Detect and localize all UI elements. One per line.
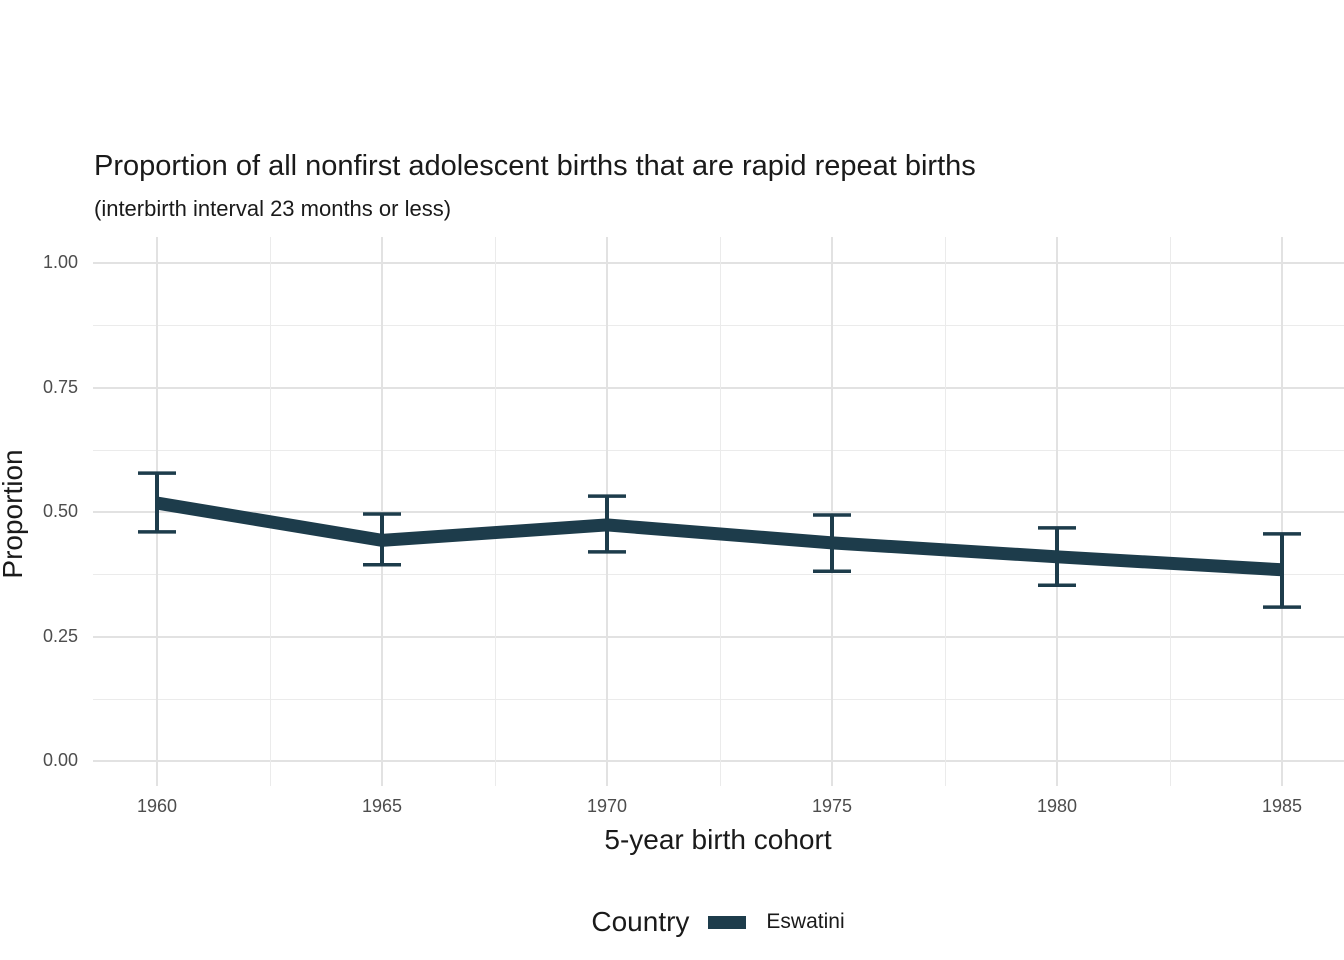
gridline-x-minor — [1170, 237, 1171, 786]
gridline-y-major — [93, 635, 1344, 638]
x-axis-title: 5-year birth cohort — [604, 824, 832, 855]
gridline-y-minor — [93, 325, 1344, 326]
gridline-y-minor — [93, 699, 1344, 700]
gridline-x-minor — [945, 237, 946, 786]
x-tick-label: 1960 — [136, 796, 178, 816]
x-tick-label: 1980 — [1036, 796, 1078, 816]
x-tick-label: 1965 — [361, 796, 403, 816]
gridline-x-minor — [720, 237, 721, 786]
plot-data-layer — [138, 471, 1301, 609]
gridline-x-minor — [270, 237, 271, 786]
gridline-y-major — [93, 386, 1344, 389]
gridline-x-major — [1056, 237, 1058, 786]
y-tick-label: 1.00 — [42, 252, 78, 272]
gridline-x-major — [1281, 237, 1283, 786]
chart-title: Proportion of all nonfirst adolescent bi… — [94, 150, 976, 182]
y-tick-label: 0.25 — [42, 625, 78, 646]
series-line-eswatini — [155, 496, 1283, 577]
gridline-x-major — [381, 237, 383, 786]
gridline-y-major — [93, 262, 1344, 264]
gridline-y-minor — [93, 574, 1344, 575]
chart-subtitle: (interbirth interval 23 months or less) — [94, 196, 452, 221]
x-tick-label: 1970 — [586, 796, 628, 816]
gridline-x-minor — [495, 237, 496, 786]
gridline-y-major — [93, 511, 1344, 513]
y-tick-label: 0.00 — [42, 750, 78, 770]
gridline-y-minor — [93, 450, 1344, 451]
legend-label-eswatini: Eswatini — [766, 910, 845, 933]
gridline-x-major — [831, 237, 833, 786]
plot-panel — [93, 237, 1344, 786]
legend-key-line-icon — [708, 915, 747, 929]
legend-title: Country — [591, 906, 690, 937]
x-tick-label: 1975 — [811, 796, 853, 816]
y-tick-label: 0.75 — [42, 376, 78, 397]
gridline-y-major — [93, 760, 1344, 762]
legend: Country Eswatini — [0, 898, 1344, 946]
x-tick-label: 1985 — [1261, 796, 1303, 816]
y-tick-label: 0.50 — [42, 501, 78, 521]
